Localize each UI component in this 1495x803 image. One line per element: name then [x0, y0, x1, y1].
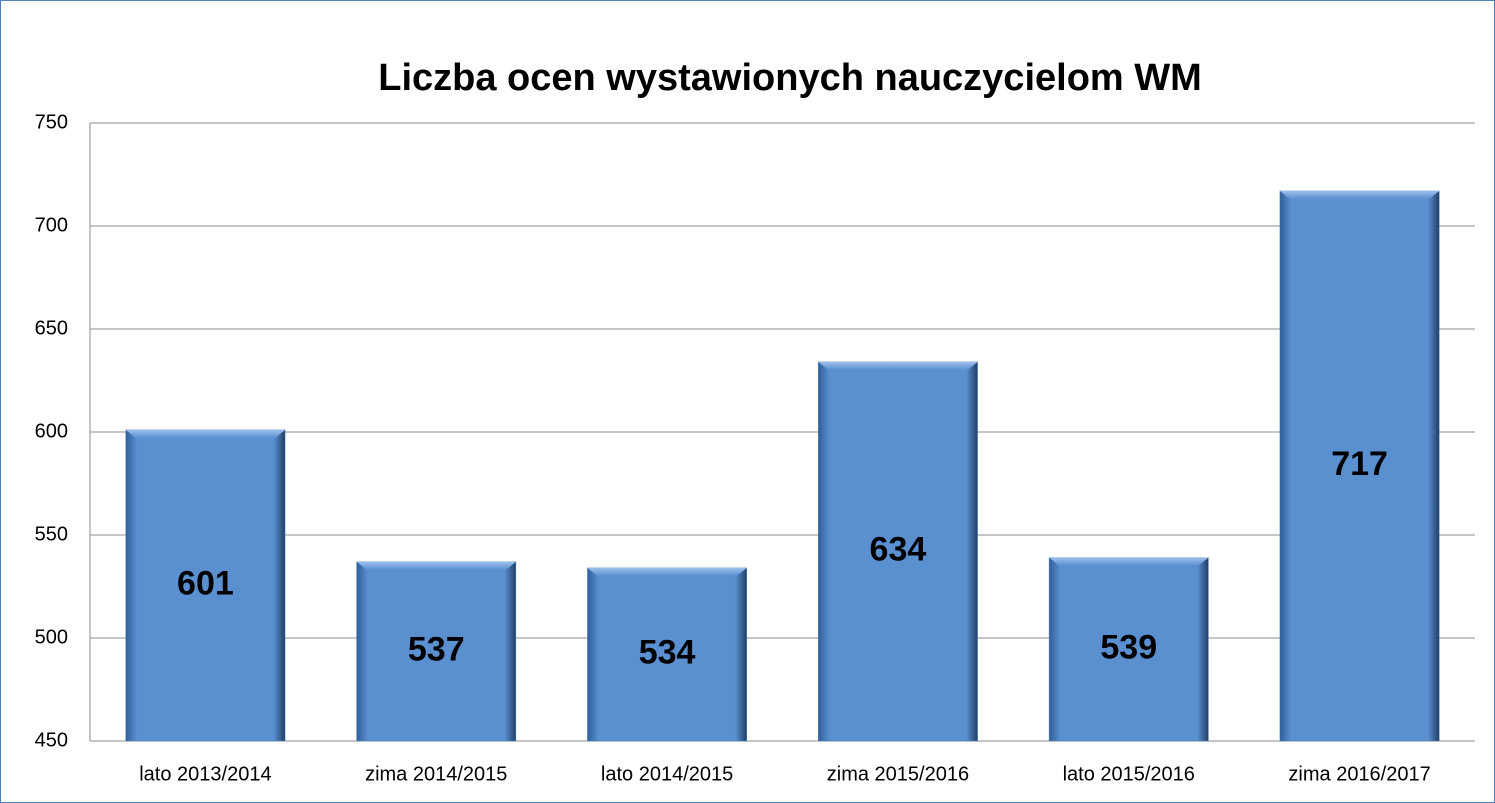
x-tick-label: zima 2014/2015	[365, 763, 507, 785]
bar	[125, 429, 286, 742]
data-label: 601	[177, 564, 234, 602]
data-label: 537	[408, 630, 465, 668]
x-tick-label: lato 2013/2014	[139, 763, 271, 785]
x-tick-label: lato 2015/2016	[1063, 763, 1195, 785]
x-tick-label: lato 2014/2015	[601, 763, 733, 785]
y-tick-label: 550	[35, 523, 68, 545]
bar	[1279, 190, 1440, 742]
data-label: 534	[639, 633, 696, 671]
data-label: 539	[1100, 628, 1157, 666]
x-tick-label: zima 2016/2017	[1288, 763, 1430, 785]
chart-title: Liczba ocen wystawionych nauczycielom WM	[378, 57, 1202, 99]
bar	[1048, 557, 1209, 742]
bar	[818, 361, 978, 742]
y-tick-label: 650	[35, 317, 68, 339]
x-tick-label: zima 2015/2016	[827, 763, 969, 785]
y-tick-label: 750	[35, 111, 68, 133]
y-tick-label: 500	[35, 626, 68, 648]
data-label: 634	[870, 530, 927, 568]
bar	[356, 561, 517, 742]
y-tick-label: 700	[35, 214, 68, 236]
y-tick-label: 600	[35, 420, 68, 442]
y-tick-label: 450	[35, 729, 68, 751]
bar	[587, 567, 747, 742]
data-label: 717	[1331, 445, 1388, 483]
